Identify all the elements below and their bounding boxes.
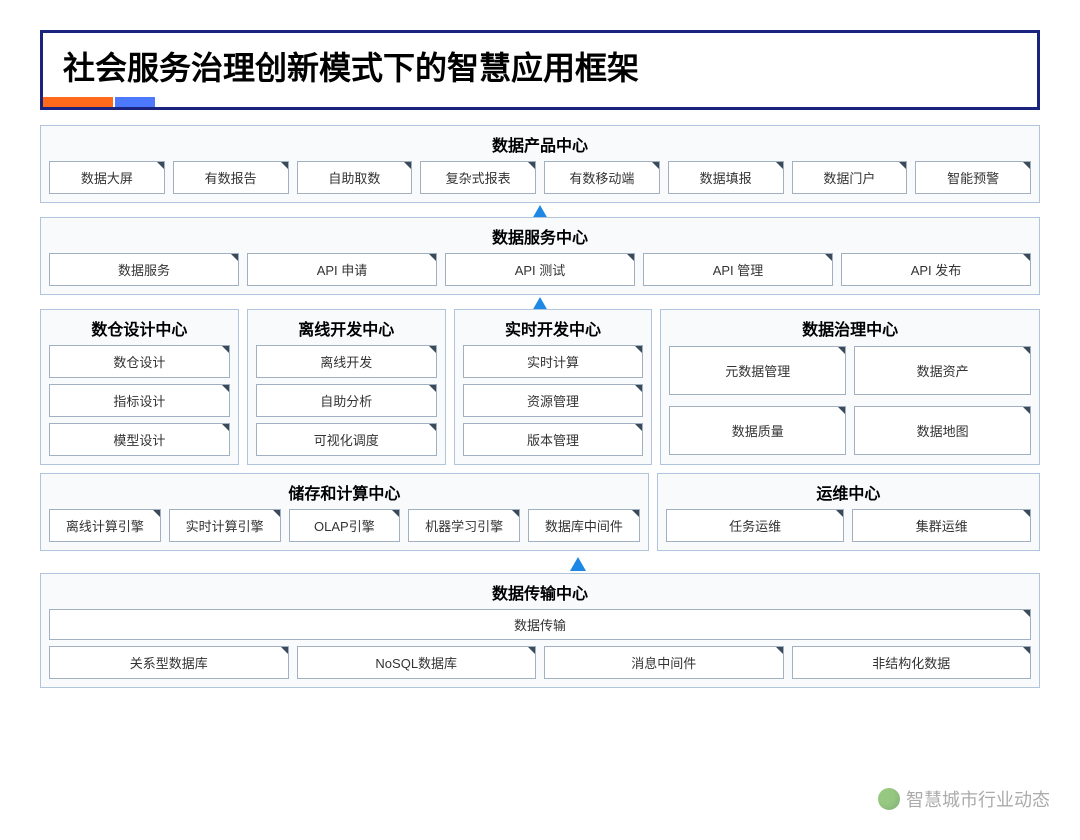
- section-title: 数据服务中心: [49, 224, 1031, 248]
- section-title: 运维中心: [666, 480, 1031, 504]
- box-item: 指标设计: [49, 384, 230, 417]
- box-item: 数据门户: [792, 161, 908, 194]
- box-item: 离线开发: [256, 345, 437, 378]
- section-governance: 数据治理中心 元数据管理 数据资产 数据质量 数据地图: [660, 309, 1040, 465]
- section-title: 储存和计算中心: [49, 480, 640, 504]
- section-ops: 运维中心 任务运维 集群运维: [657, 473, 1040, 551]
- box-item: 实时计算引擎: [169, 509, 281, 542]
- section-title: 数据产品中心: [49, 132, 1031, 156]
- box-item: 离线计算引擎: [49, 509, 161, 542]
- section-title: 实时开发中心: [463, 316, 644, 340]
- box-item: API 申请: [247, 253, 437, 286]
- section-realtime: 实时开发中心 实时计算 资源管理 版本管理: [454, 309, 653, 465]
- box-item: 关系型数据库: [49, 646, 289, 679]
- box-item: 可视化调度: [256, 423, 437, 456]
- watermark-text: 智慧城市行业动态: [906, 786, 1050, 812]
- box-item: 复杂式报表: [420, 161, 536, 194]
- box-item: 数据地图: [854, 406, 1031, 455]
- box-item: 消息中间件: [544, 646, 784, 679]
- box-item: 数据大屏: [49, 161, 165, 194]
- box-item: API 测试: [445, 253, 635, 286]
- box-item: 数据填报: [668, 161, 784, 194]
- box-item: 自助分析: [256, 384, 437, 417]
- section-transport: 数据传输中心 数据传输 关系型数据库 NoSQL数据库 消息中间件 非结构化数据: [40, 573, 1040, 688]
- box-item: 资源管理: [463, 384, 644, 417]
- section-product: 数据产品中心 数据大屏 有数报告 自助取数 复杂式报表 有数移动端 数据填报 数…: [40, 125, 1040, 203]
- section-title: 离线开发中心: [256, 316, 437, 340]
- box-item: NoSQL数据库: [297, 646, 537, 679]
- watermark: 智慧城市行业动态: [878, 786, 1050, 812]
- box-item: 集群运维: [852, 509, 1031, 542]
- section-service: 数据服务中心 数据服务 API 申请 API 测试 API 管理 API 发布: [40, 217, 1040, 295]
- box-item: 数仓设计: [49, 345, 230, 378]
- section-title: 数据传输中心: [49, 580, 1031, 604]
- wechat-icon: [878, 788, 900, 810]
- section-title: 数仓设计中心: [49, 316, 230, 340]
- box-item: 实时计算: [463, 345, 644, 378]
- box-item: API 管理: [643, 253, 833, 286]
- box-item: 数据传输: [49, 609, 1031, 640]
- box-item: 自助取数: [297, 161, 413, 194]
- section-storage: 储存和计算中心 离线计算引擎 实时计算引擎 OLAP引擎 机器学习引擎 数据库中…: [40, 473, 649, 551]
- section-warehouse: 数仓设计中心 数仓设计 指标设计 模型设计: [40, 309, 239, 465]
- title-block: 社会服务治理创新模式下的智慧应用框架: [40, 30, 1040, 110]
- box-item: 模型设计: [49, 423, 230, 456]
- box-item: 非结构化数据: [792, 646, 1032, 679]
- box-item: API 发布: [841, 253, 1031, 286]
- box-item: 机器学习引擎: [408, 509, 520, 542]
- box-item: 版本管理: [463, 423, 644, 456]
- section-title: 数据治理中心: [669, 316, 1031, 340]
- box-item: 数据服务: [49, 253, 239, 286]
- box-item: OLAP引擎: [289, 509, 401, 542]
- page-title: 社会服务治理创新模式下的智慧应用框架: [63, 43, 1017, 89]
- box-item: 任务运维: [666, 509, 845, 542]
- box-item: 数据库中间件: [528, 509, 640, 542]
- box-item: 数据资产: [854, 346, 1031, 395]
- section-offline: 离线开发中心 离线开发 自助分析 可视化调度: [247, 309, 446, 465]
- architecture-diagram: 数据产品中心 数据大屏 有数报告 自助取数 复杂式报表 有数移动端 数据填报 数…: [40, 125, 1040, 688]
- accent-underline: [43, 97, 1017, 107]
- box-item: 数据质量: [669, 406, 846, 455]
- box-item: 元数据管理: [669, 346, 846, 395]
- box-item: 智能预警: [915, 161, 1031, 194]
- box-item: 有数移动端: [544, 161, 660, 194]
- box-item: 有数报告: [173, 161, 289, 194]
- compute-row: 储存和计算中心 离线计算引擎 实时计算引擎 OLAP引擎 机器学习引擎 数据库中…: [40, 473, 1040, 555]
- dev-row: 数仓设计中心 数仓设计 指标设计 模型设计 离线开发中心 离线开发 自助分析 可…: [40, 309, 1040, 469]
